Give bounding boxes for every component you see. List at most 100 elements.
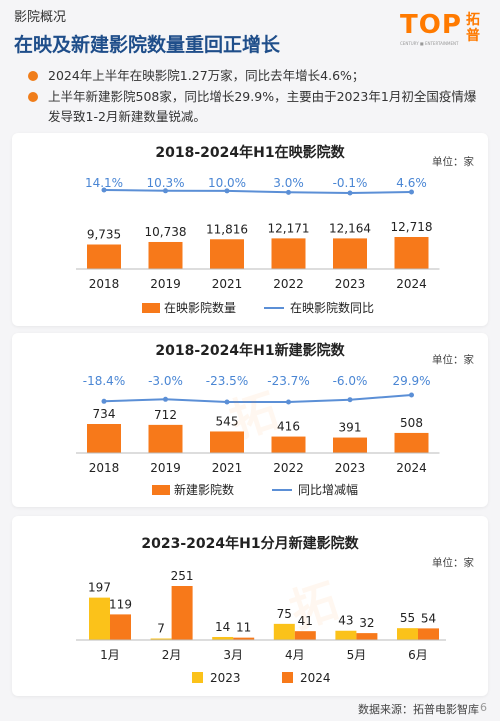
- x-tick-label: 2023: [335, 461, 366, 475]
- line-data-label: -6.0%: [333, 374, 368, 388]
- bar-data-label: 12,718: [391, 220, 433, 234]
- bar-data-label: 416: [277, 420, 300, 434]
- x-tick-label: 2019: [150, 461, 181, 475]
- bar: [87, 244, 121, 269]
- bar-data-label: 54: [421, 611, 436, 625]
- x-tick-label: 5月: [347, 648, 367, 662]
- bar: [271, 436, 306, 453]
- bar: [87, 424, 121, 453]
- bar-data-label: 32: [359, 616, 374, 630]
- bar: [356, 633, 378, 640]
- line-data-label: 10.3%: [146, 176, 184, 190]
- bar: [397, 628, 418, 640]
- bar: [110, 614, 131, 640]
- page-title: 在映及新建影院数量重回正增长: [14, 34, 281, 56]
- bar-data-label: 12,171: [268, 221, 310, 235]
- line-data-label: -0.1%: [333, 176, 368, 190]
- bar-data-label: 75: [277, 607, 292, 621]
- legend-swatch-bar: [142, 303, 160, 313]
- legend-label: 在映影院数量: [164, 300, 236, 315]
- bar: [271, 238, 306, 269]
- page-number: 6: [480, 701, 487, 714]
- bar-data-label: 9,735: [87, 228, 121, 242]
- line-data-label: 3.0%: [273, 176, 304, 190]
- bar-data-label: 11,816: [206, 222, 248, 236]
- bar: [233, 637, 255, 640]
- line-data-label: 4.6%: [396, 176, 427, 190]
- line-point: [409, 189, 414, 195]
- x-tick-label: 2018: [89, 277, 120, 291]
- bar: [294, 631, 316, 640]
- x-tick-label: 2024: [396, 277, 427, 291]
- bar-data-label: 14: [215, 620, 230, 634]
- line-point: [286, 399, 291, 405]
- legend-label: 新建影院数: [174, 482, 234, 497]
- line-point: [347, 397, 353, 403]
- bar-data-label: 7: [157, 621, 165, 635]
- line-data-label: -3.0%: [148, 374, 183, 388]
- line-data-label: 14.1%: [85, 176, 123, 190]
- bar-data-label: 712: [154, 408, 177, 422]
- bar-data-label: 197: [88, 581, 111, 595]
- line-data-label: -23.5%: [206, 374, 248, 388]
- bar-data-label: 55: [400, 611, 415, 625]
- unit-label: 单位：家: [432, 155, 474, 168]
- line-point: [286, 189, 291, 195]
- legend-label: 在映影院数同比: [290, 300, 374, 315]
- unit-label: 单位：家: [432, 556, 474, 569]
- x-tick-label: 2024: [396, 461, 427, 475]
- bullet-item: 2024年上半年在映影院1.27万家，同比去年增长4.6%；: [26, 66, 486, 86]
- bar: [210, 431, 244, 453]
- line-data-label: -23.7%: [267, 374, 309, 388]
- bar-data-label: 251: [171, 569, 194, 583]
- bar: [210, 239, 244, 269]
- chart-card-operating-cinemas: 2018-2024年H1在映影院数 单位：家 14.1% 10.3% 10.0% 3.0%…: [12, 133, 488, 326]
- bar: [148, 424, 183, 453]
- bar-data-label: 508: [400, 416, 423, 430]
- bar-data-label: 11: [236, 621, 251, 635]
- bar: [171, 586, 193, 640]
- bar: [394, 432, 429, 453]
- bar-data-label: 119: [109, 597, 132, 611]
- line-point: [163, 396, 168, 402]
- x-tick-label: 2023: [335, 277, 366, 291]
- series-line: [103, 394, 412, 403]
- legend-label: 同比增减幅: [298, 482, 358, 497]
- bar: [148, 241, 183, 269]
- bullet-dot-icon: [28, 92, 38, 102]
- legend-label: 2023: [210, 671, 241, 685]
- bar-data-label: 41: [298, 614, 313, 628]
- series-line: [103, 189, 412, 195]
- page-header: 影院概况 在映及新建影院数量重回正增长 TOP 拓普 CENTURY ■ ENT…: [0, 0, 500, 62]
- bar-data-label: 391: [339, 421, 362, 435]
- bar: [394, 237, 429, 269]
- bar-data-label: 43: [338, 614, 353, 628]
- logo-cn: 拓普: [466, 12, 480, 44]
- legend-swatch-bar: [152, 485, 170, 495]
- section-label: 影院概况: [14, 10, 67, 25]
- line-data-label: 29.9%: [392, 374, 430, 388]
- line-point: [224, 188, 230, 194]
- bar-data-label: 12,164: [329, 221, 371, 235]
- chart-card-new-cinemas: 2018-2024年H1新建影院数 单位：家 -18.4% -3.0% -23.5% -2…: [12, 333, 488, 507]
- chart-card-monthly-new-cinemas: 2023-2024年H1分月新建影院数 单位：家 197 119 1月 7 251 2月 14 1…: [12, 516, 488, 696]
- bar: [333, 437, 367, 453]
- summary-bullets: 2024年上半年在映影院1.27万家，同比去年增长4.6%； 上半年新建影院50…: [26, 66, 486, 128]
- logo-tagline: CENTURY ■ ENTERTAINMENT: [400, 41, 459, 46]
- unit-label: 单位：家: [432, 353, 474, 366]
- line-point: [101, 187, 107, 193]
- legend-swatch: [192, 672, 203, 683]
- bullet-text: 2024年上半年在映影院1.27万家，同比去年增长4.6%；: [48, 68, 365, 83]
- line-data-label: -18.4%: [83, 374, 125, 388]
- data-source: 数据来源：拓普电影智库: [358, 703, 479, 716]
- bullet-item: 上半年新建影院508家，同比增长29.9%，主要由于2023年1月初全国疫情爆发…: [26, 87, 486, 127]
- x-tick-label: 2月: [162, 648, 182, 662]
- x-tick-label: 4月: [285, 648, 305, 662]
- x-tick-label: 1月: [100, 648, 120, 662]
- x-tick-label: 2019: [150, 277, 181, 291]
- bar: [273, 623, 295, 640]
- line-point: [224, 399, 230, 405]
